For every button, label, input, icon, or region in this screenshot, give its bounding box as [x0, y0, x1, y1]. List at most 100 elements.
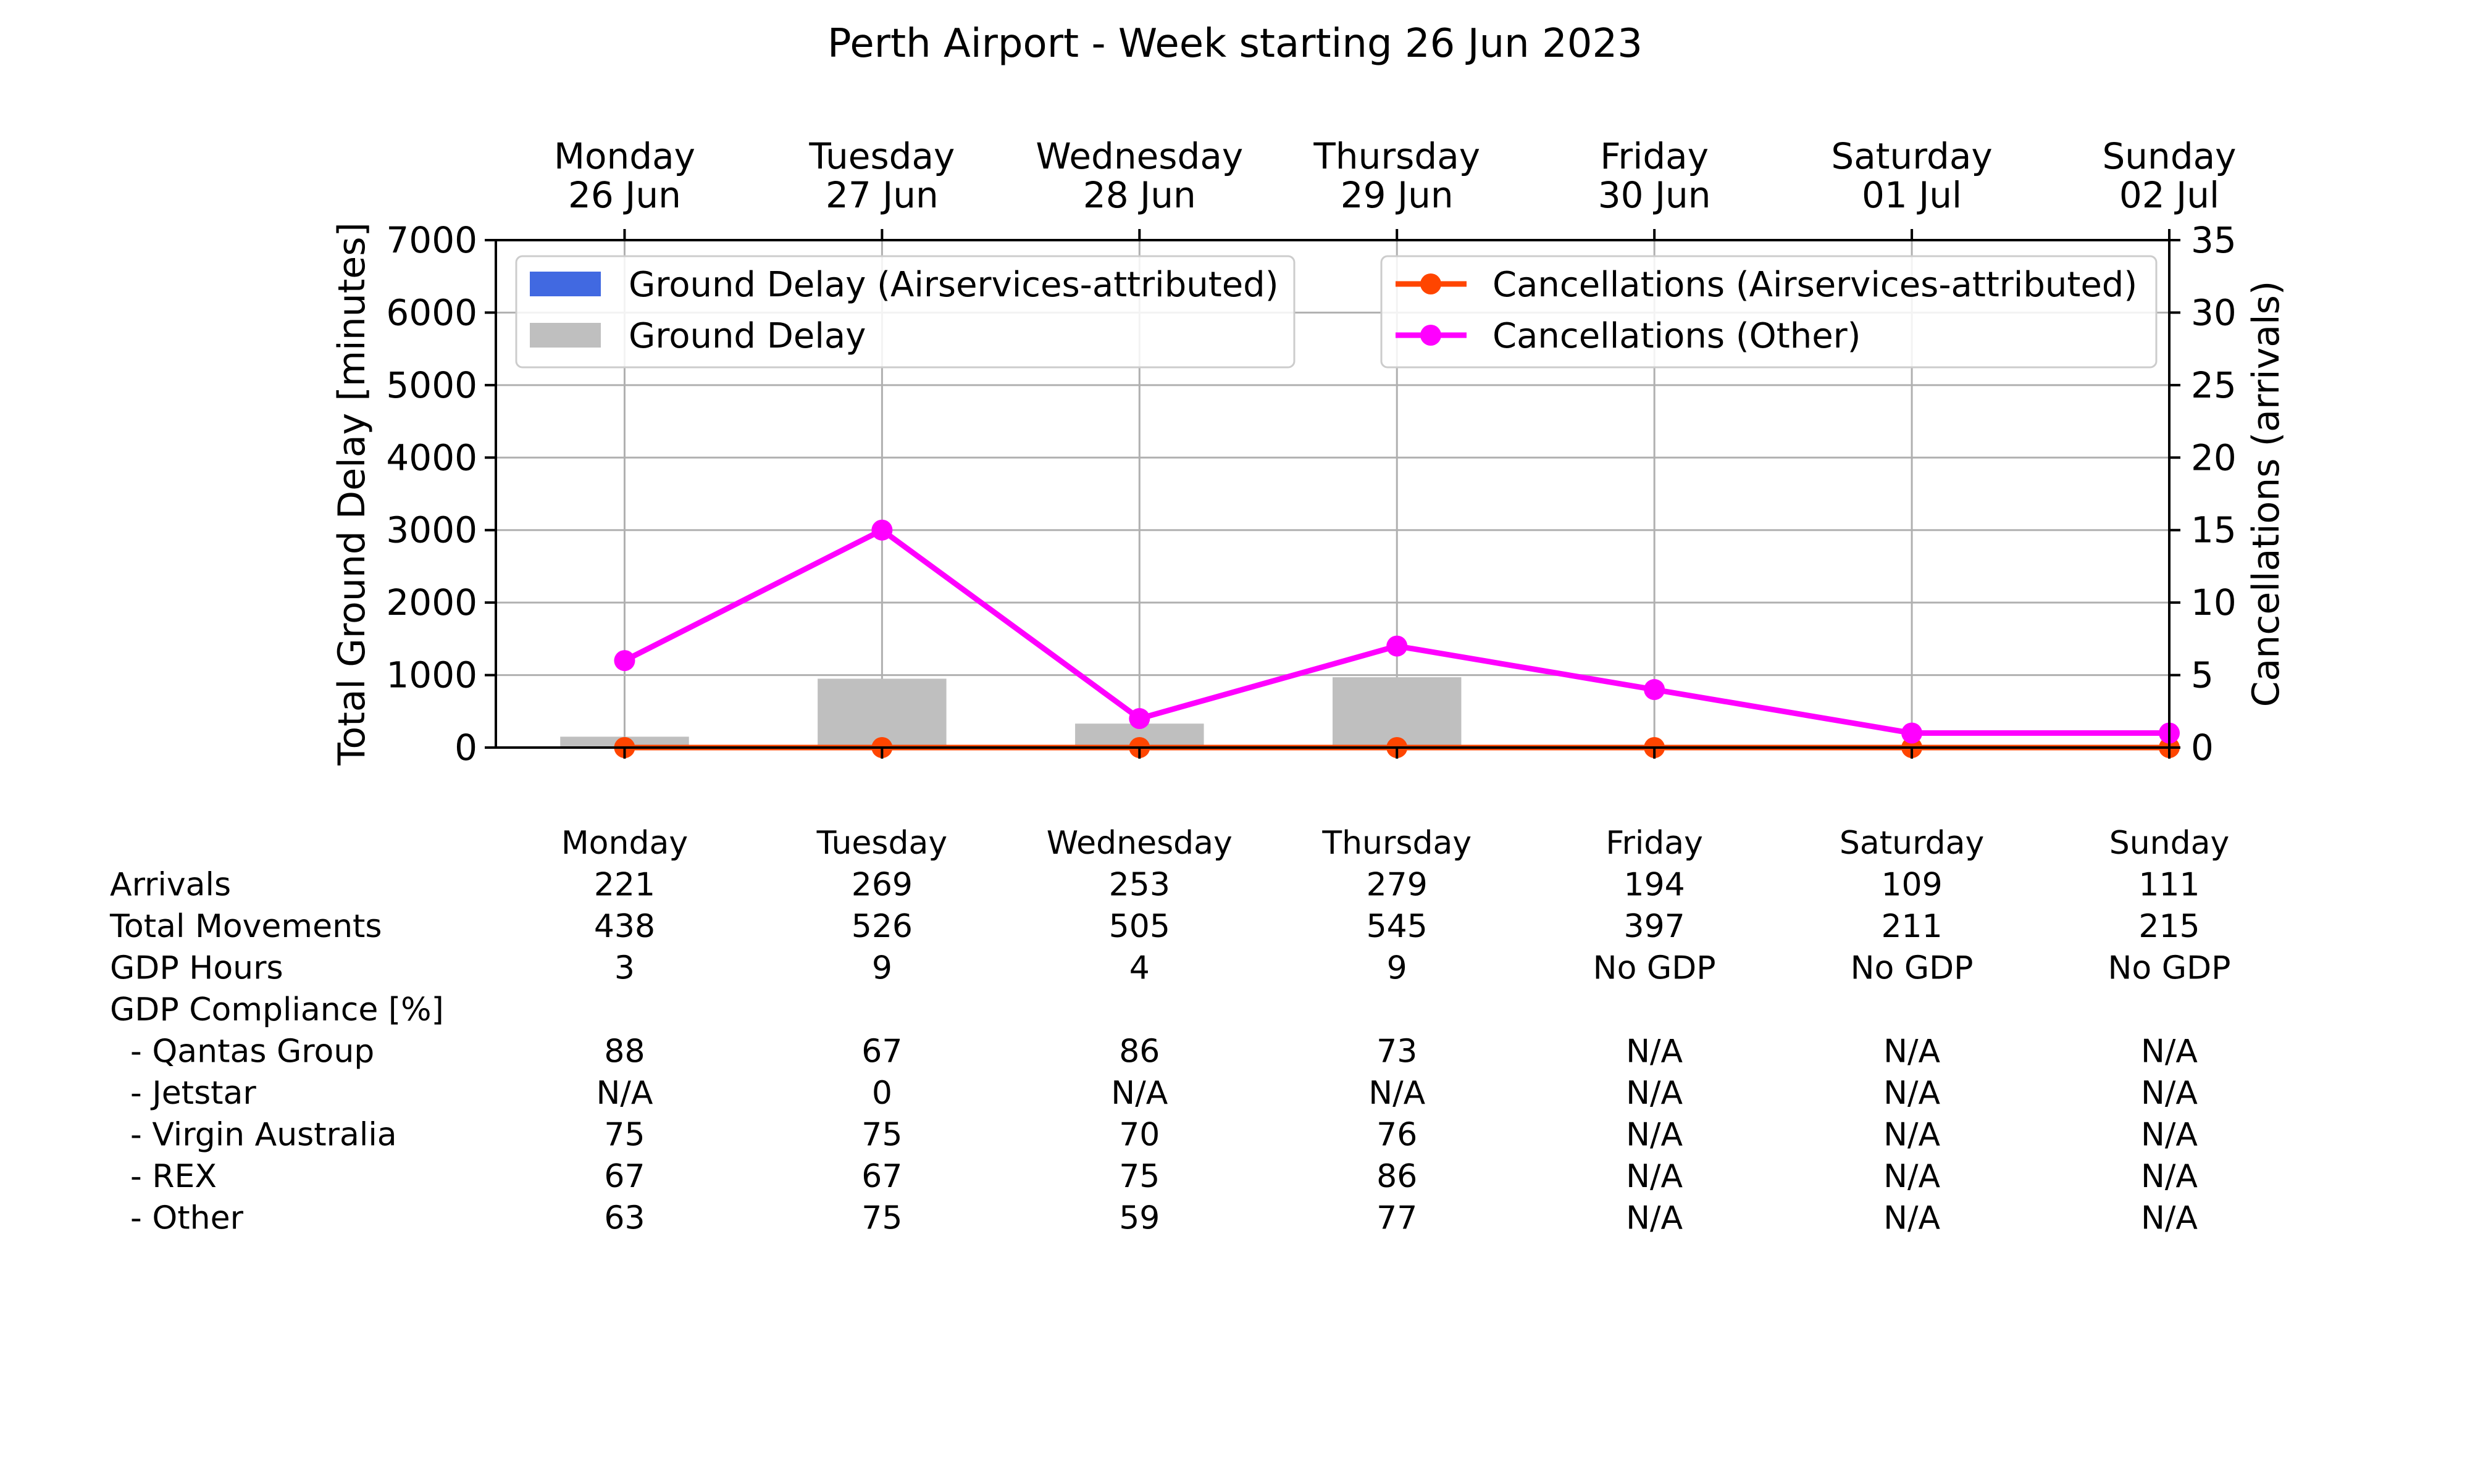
table-cell: 269: [852, 867, 913, 904]
table-cell: 75: [861, 1117, 902, 1154]
y-right-tick-label: 25: [2191, 364, 2237, 406]
table-cell: N/A: [1883, 1075, 1940, 1112]
series-point-cancellations-other: [1901, 722, 1923, 744]
table-cell: N/A: [1883, 1033, 1940, 1070]
legend-box-lines: [1380, 255, 2158, 369]
table-cell: 77: [1376, 1200, 1417, 1237]
table-cell: 526: [852, 908, 913, 945]
legend-layer: Ground Delay (Airservices-attributed) Gro…: [515, 255, 2158, 369]
legend-label-bar: Ground Delay (Airservices-attributed): [629, 265, 1279, 305]
data-table: Monday Tuesday Wednesday Thursday Friday Satu…: [109, 825, 2230, 1237]
table-row-label: - Other: [110, 1200, 244, 1237]
bar-ground-delay: [1333, 677, 1462, 748]
table-cell: 59: [1119, 1200, 1160, 1237]
table-cell: 253: [1109, 867, 1170, 904]
legend-label-line: Cancellations (Other): [1492, 316, 1861, 356]
legend-swatch-bar: [530, 323, 601, 348]
table-cell: 70: [1119, 1117, 1160, 1154]
table-cell: 67: [604, 1158, 645, 1195]
table-row-label: - REX: [110, 1158, 217, 1195]
table-row-label: - Jetstar: [110, 1075, 256, 1112]
table-cell: 438: [594, 908, 655, 945]
table-cell: N/A: [1883, 1117, 1940, 1154]
table-cell: 9: [872, 950, 892, 987]
y-left-axis-label: Total Ground Delay [minutes]: [330, 222, 374, 766]
table-cell: 505: [1109, 908, 1170, 945]
table-header-cell: Tuesday: [816, 825, 948, 862]
table-row-label: GDP Hours: [110, 950, 283, 987]
table-cell: N/A: [1883, 1158, 1940, 1195]
table-cell: 111: [2138, 867, 2200, 904]
legend-label-bar: Ground Delay: [629, 316, 866, 356]
table-cell: N/A: [1626, 1158, 1683, 1195]
table-cell: N/A: [1626, 1075, 1683, 1112]
series-point-cancellations-other: [871, 519, 893, 541]
table-cell: 4: [1129, 950, 1150, 987]
x-top-tick-label-date: 26 Jun: [568, 174, 681, 216]
table-cell: 545: [1367, 908, 1428, 945]
y-left-tick-label: 7000: [386, 219, 477, 261]
table-cell: 9: [1387, 950, 1407, 987]
y-right-tick-label: 15: [2191, 509, 2237, 551]
y-right-tick-label: 0: [2191, 727, 2214, 769]
legend-swatch-marker: [1420, 325, 1441, 346]
table-cell: 3: [614, 950, 635, 987]
table-cell: N/A: [1626, 1117, 1683, 1154]
x-top-tick-label-day: Tuesday: [808, 135, 955, 177]
x-top-tick-label-day: Sunday: [2102, 135, 2236, 177]
table-cell: 194: [1624, 867, 1685, 904]
x-top-tick-label-date: 29 Jun: [1341, 174, 1454, 216]
y-left-tick-label: 3000: [386, 509, 477, 551]
x-top-tick-label-date: 27 Jun: [826, 174, 939, 216]
table-cell: 88: [604, 1033, 645, 1070]
y-right-tick-label: 35: [2191, 219, 2237, 261]
table-cell: N/A: [2141, 1117, 2198, 1154]
table-header-cell: Wednesday: [1047, 825, 1233, 862]
series-point-cancellations-other: [1129, 708, 1150, 730]
table-cell: N/A: [1111, 1075, 1168, 1112]
table-cell: 0: [872, 1075, 892, 1112]
table-cell: 86: [1119, 1033, 1160, 1070]
table-cell: 221: [594, 867, 655, 904]
table-cell: 86: [1376, 1158, 1417, 1195]
legend-swatch-bar: [530, 272, 601, 296]
table-row-label: - Virgin Australia: [110, 1117, 397, 1154]
y-left-tick-label: 1000: [386, 654, 477, 696]
table-header-cell: Sunday: [2109, 825, 2230, 862]
table-cell: N/A: [596, 1075, 653, 1112]
y-right-tick-label: 5: [2191, 654, 2214, 696]
table-header-cell: Monday: [561, 825, 688, 862]
y-left-tick-label: 5000: [386, 364, 477, 406]
table-header-cell: Friday: [1606, 825, 1703, 862]
table-cell: N/A: [2141, 1158, 2198, 1195]
table-cell: 215: [2138, 908, 2200, 945]
y-right-tick-label: 30: [2191, 291, 2237, 333]
series-point-cancellations-other: [1644, 679, 1665, 701]
plot-frame: [495, 239, 2171, 749]
y-right-axis-label: Cancellations (arrivals): [2245, 281, 2288, 707]
table-cell: N/A: [1626, 1033, 1683, 1070]
table-header-cell: Thursday: [1321, 825, 1472, 862]
x-top-tick-label-day: Monday: [554, 135, 695, 177]
legend-swatch-marker: [1420, 273, 1441, 294]
table-cell: 211: [1881, 908, 1942, 945]
chart-title: Perth Airport - Week starting 26 Jun 202…: [827, 21, 1643, 67]
table-cell: 67: [861, 1158, 902, 1195]
table-cell: 397: [1624, 908, 1685, 945]
table-cell: 76: [1376, 1117, 1417, 1154]
table-cell: No GDP: [1593, 950, 1716, 987]
table-cell: No GDP: [2108, 950, 2231, 987]
table-row-label: Total Movements: [109, 908, 382, 945]
table-cell: No GDP: [1851, 950, 1974, 987]
legend-box-bars: [515, 255, 1296, 369]
y-right-tick-label: 10: [2191, 582, 2237, 623]
bars-layer: [560, 677, 1462, 748]
x-top-tick-label-day: Thursday: [1313, 135, 1480, 177]
table-cell: N/A: [2141, 1200, 2198, 1237]
table-cell: 75: [1119, 1158, 1160, 1195]
table-cell: N/A: [1626, 1200, 1683, 1237]
table-header-cell: Saturday: [1840, 825, 1984, 862]
table-row-label: - Qantas Group: [110, 1033, 374, 1070]
table-cell: 75: [604, 1117, 645, 1154]
